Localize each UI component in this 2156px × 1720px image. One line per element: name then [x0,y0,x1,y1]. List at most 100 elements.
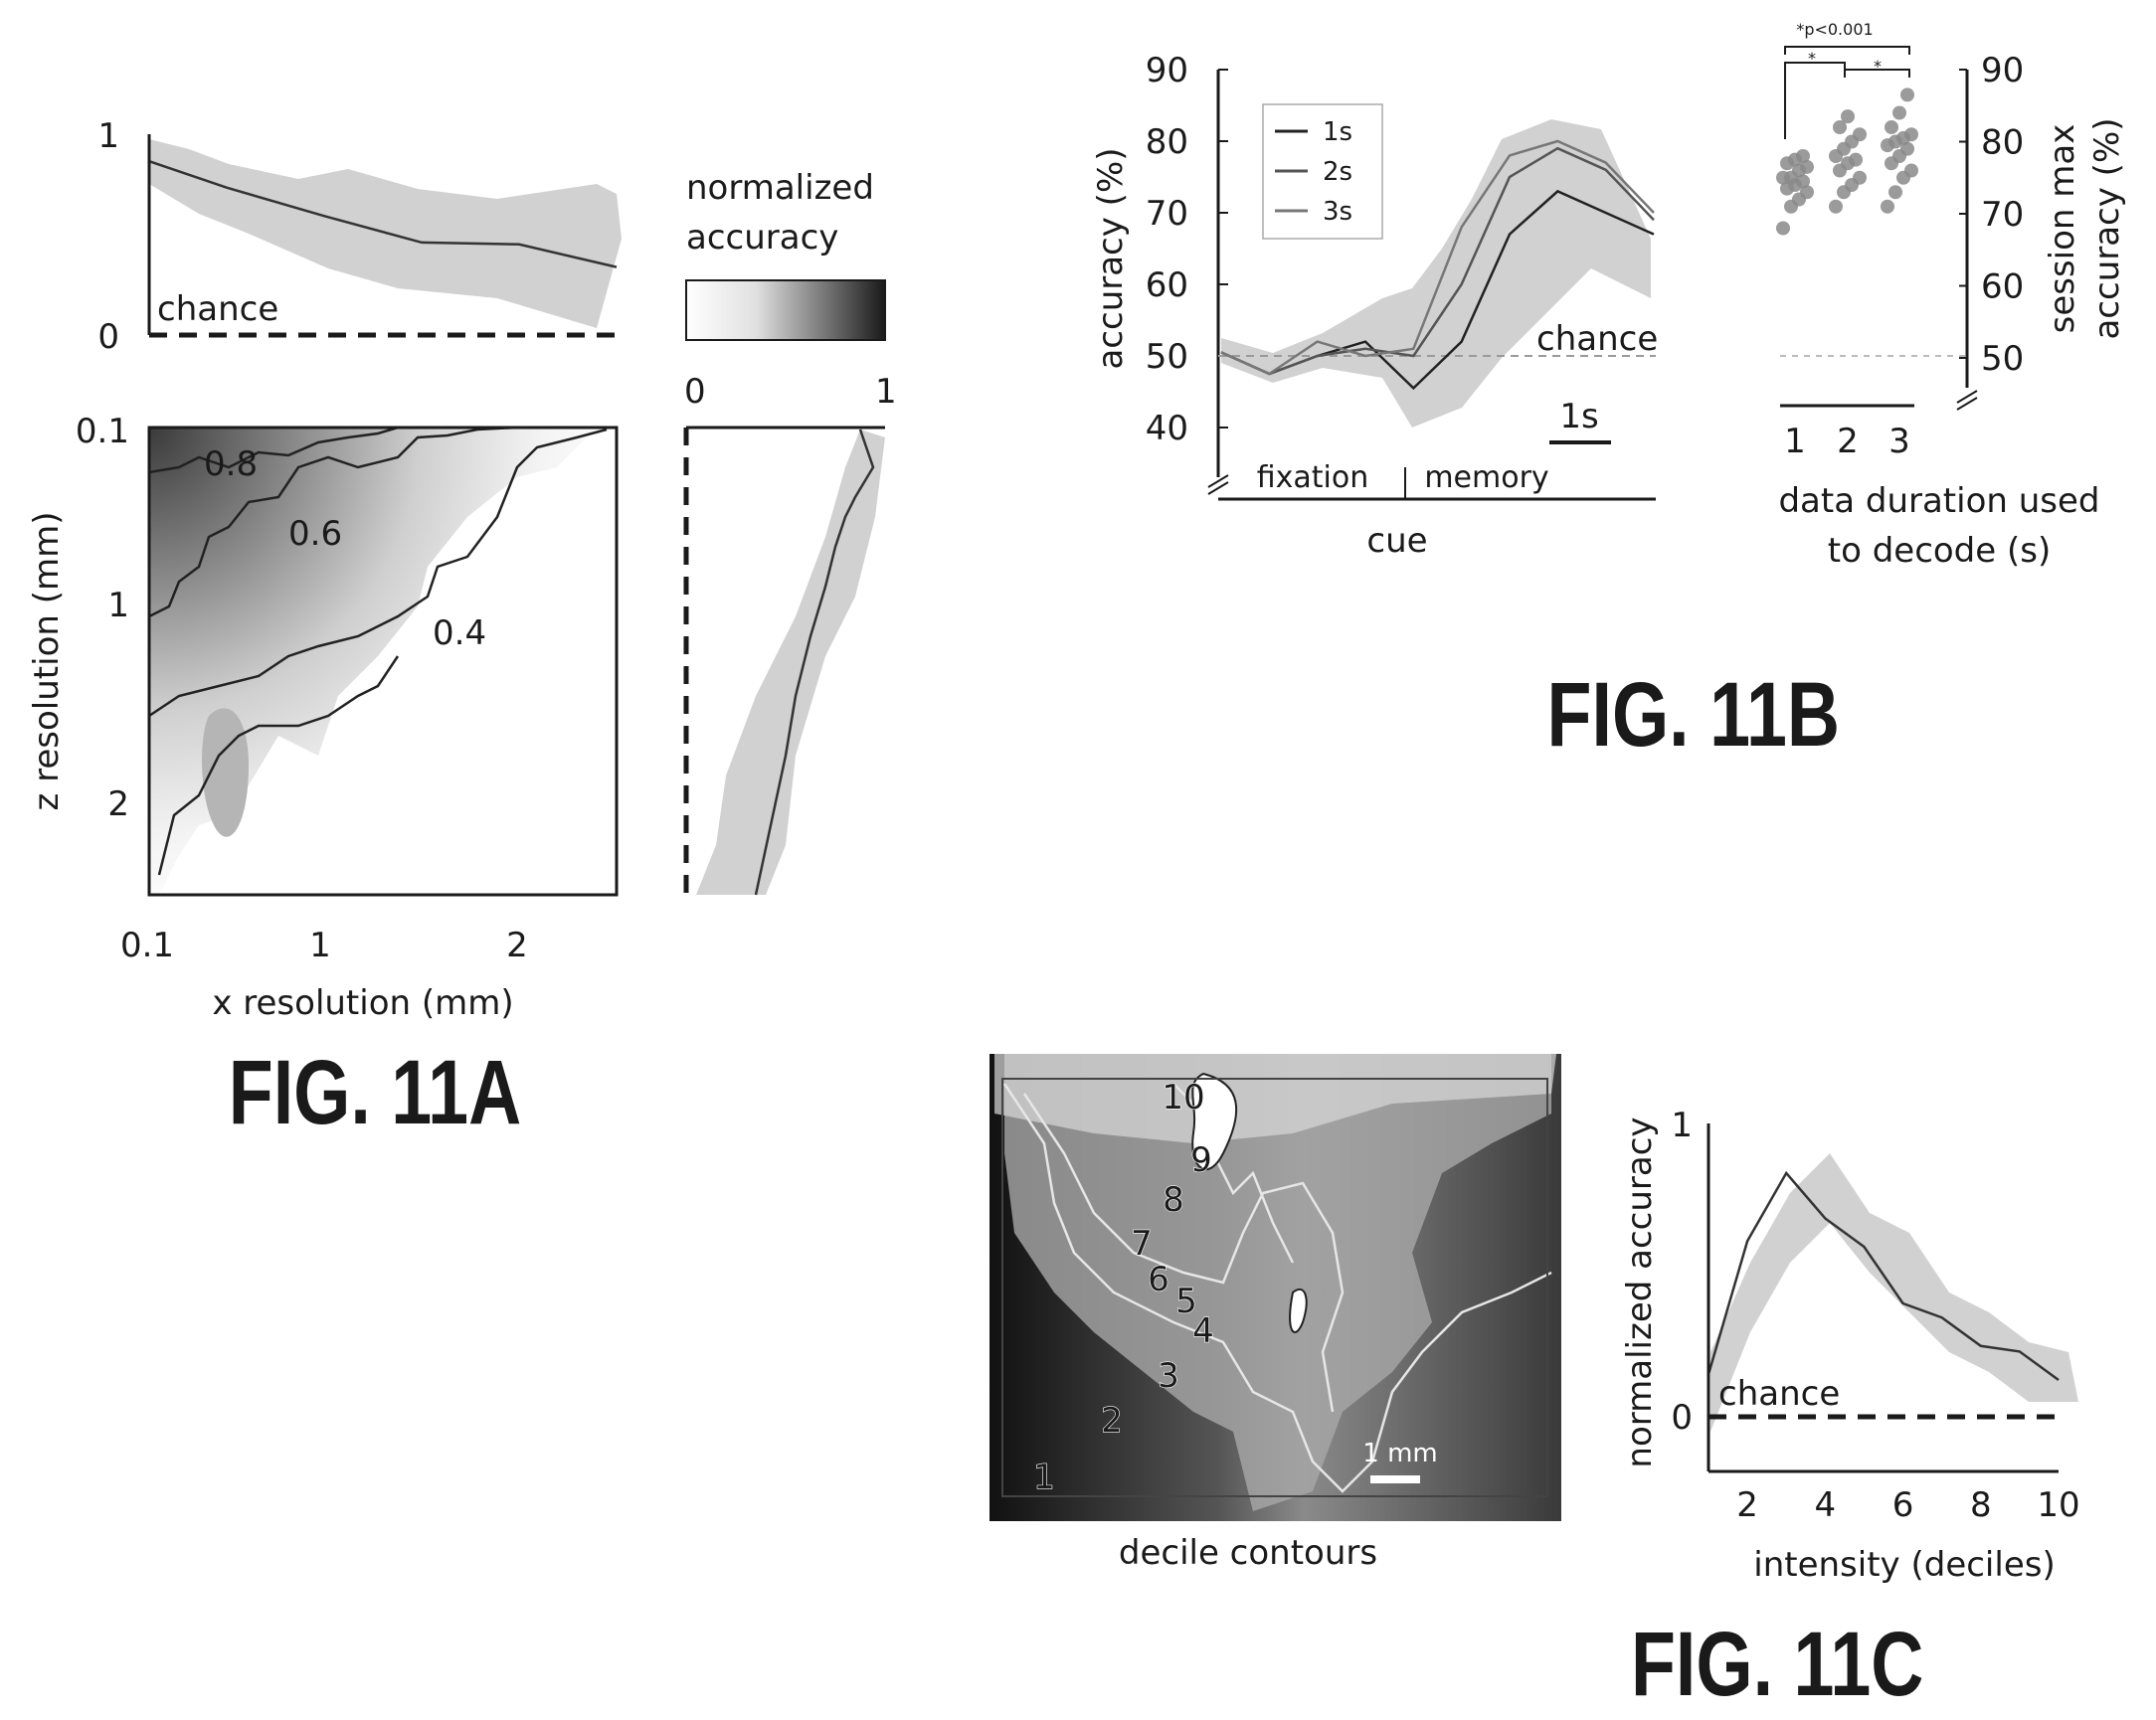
right-marginal-error-band [696,430,885,895]
decile-label-7: 7 [1131,1224,1153,1264]
scatter-x-tick-1: 1 [1784,422,1806,461]
decile-contour-outer [1002,1083,1552,1493]
z-axis-label: z resolution (mm) [27,511,67,810]
scatter-point [1841,109,1855,124]
panel-11c-x-tick-2: 2 [1736,1485,1758,1525]
z-tick-2: 2 [107,784,129,824]
panel-11b-series-2s [1220,146,1655,376]
panel-11a-top-marginal: 1 0 chance [97,116,622,357]
panel-11c-y-tick-1: 1 [1671,1106,1693,1145]
panel-11b-chance-label: chance [1536,319,1658,359]
decile-label-5: 5 [1175,1282,1197,1321]
scatter-point [1904,163,1918,178]
epoch-fixation-label: fixation [1257,460,1369,495]
panel-11c-x-tick-10: 10 [2037,1485,2079,1525]
significance-bracket-top [1784,46,1910,55]
scatter-x-label-line1: data duration used [1778,481,2099,521]
decile-image-bright-region [1004,1054,1551,1511]
decile-label-6: 6 [1148,1260,1169,1299]
panel-11c-x-tick-4: 4 [1815,1485,1837,1525]
scatter-point [1833,120,1847,134]
decile-label-8: 8 [1163,1180,1184,1220]
x-tick-1: 1 [309,926,331,965]
colorbar-tick-0: 0 [684,372,706,412]
scatter-y-tick-90: 90 [1981,51,2024,90]
epoch-cue-label: cue [1366,521,1427,561]
contour-0-4 [148,428,608,718]
panel-11b-y-tick-80: 80 [1146,122,1188,162]
contour-0-6 [148,426,518,618]
panel-11b-series [1220,139,1655,391]
decile-image-caption: decile contours [1119,1533,1377,1573]
panel-11b: 90 80 70 60 50 40 1s 2s 3s chance 1s fixation… [1091,20,2127,766]
scatter-point [1885,120,1898,134]
scatter-x-label-line2: to decode (s) [1828,531,2052,571]
epoch-memory-label: memory [1424,460,1548,495]
scatter-point [1829,199,1843,214]
decile-label-9: 9 [1190,1140,1212,1180]
panel-11c-line [1707,1170,2060,1381]
colorbar-title-line2: accuracy [686,218,838,258]
panel-11a-right-marginal [683,426,885,896]
top-marginal-y-tick-0: 0 [97,317,119,357]
significance-b-label: * [1874,57,1882,76]
panel-11b-time-scale-label: 1s [1559,397,1598,436]
colorbar-gradient [685,279,886,341]
panel-11c-plot: chance 1 0 2 4 6 8 10 intensity (deciles) no… [1620,1106,2080,1585]
panel-11b-series-3s [1220,139,1655,376]
scatter-point [1904,127,1918,142]
significance-bracket-a [1784,62,1846,70]
panel-11b-y-ticks: 90 80 70 60 50 40 [1146,51,1228,448]
decile-label-1: 1 [1033,1458,1055,1497]
panel-11b-axis-break [1207,474,1229,495]
contour-label-0-4: 0.4 [433,613,486,653]
scatter-point [1800,159,1814,174]
contour-0-8 [148,426,399,474]
decile-image-frame [1001,1078,1548,1497]
scatter-axis-break [1956,390,1978,411]
fig-11a-label: FIG. 11A [229,1041,521,1143]
legend-label-2s: 2s [1323,157,1352,187]
contour-label-0-6: 0.6 [288,514,342,554]
panel-11b-error-band [1221,119,1651,428]
x-tick-2: 2 [506,926,528,965]
decile-label-10: 10 [1162,1078,1204,1118]
scatter-points [1776,87,1918,236]
scatter-x-tick-3: 3 [1888,422,1910,461]
z-tick-0-1: 0.1 [76,412,129,451]
decile-label-4: 4 [1192,1311,1214,1351]
heatmap-frame [147,426,619,897]
significance-a-label: * [1808,49,1816,68]
scatter-point [1888,185,1902,200]
heatmap-high-region [149,428,597,895]
top-marginal-line [148,160,618,268]
panel-11c-x-tick-6: 6 [1892,1485,1914,1525]
panel-11b-scatter: 90 80 70 60 50 *p<0.001 * * 1 2 3 data durat… [1776,20,2127,571]
significance-bracket-b [1844,69,1910,78]
colorbar: normalized accuracy 0 1 [684,168,897,412]
decile-peak-small [1289,1288,1308,1333]
scatter-point [1796,149,1810,163]
colorbar-title-line1: normalized [686,168,874,208]
legend-label-1s: 1s [1323,117,1352,147]
x-axis-label: x resolution (mm) [212,983,513,1023]
contour-label-0-8: 0.8 [204,444,258,484]
scatter-y-label-line1: session max [2043,124,2082,334]
heatmap-blob [202,708,249,837]
scatter-point [1853,127,1867,142]
colorbar-tick-1: 1 [875,372,897,412]
panel-11b-legend: 1s 2s 3s [1262,103,1383,240]
scatter-point [1881,199,1894,214]
panel-11b-y-tick-60: 60 [1146,265,1188,305]
scatter-point [1849,152,1863,167]
right-marginal-line [754,429,875,896]
scatter-point [1853,170,1867,185]
scatter-y-tick-80: 80 [1981,123,2024,163]
z-tick-1: 1 [107,586,129,625]
x-tick-0-1: 0.1 [120,926,174,965]
legend-label-3s: 3s [1323,197,1352,227]
